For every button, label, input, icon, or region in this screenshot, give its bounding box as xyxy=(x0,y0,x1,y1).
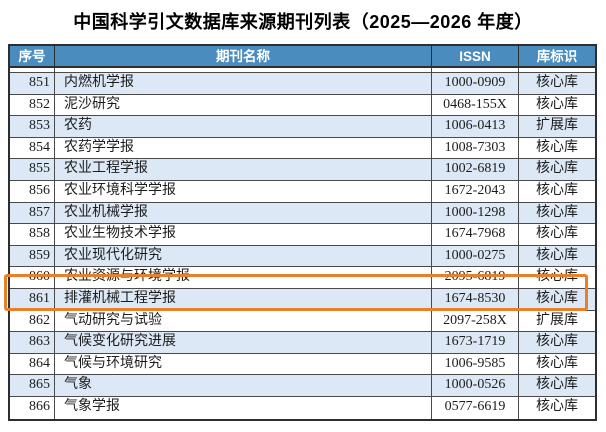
journal-name-cell: 排灌机械工程学报 xyxy=(55,288,432,310)
col-header-number: 序号 xyxy=(10,46,55,66)
issn-cell: 1672-2043 xyxy=(432,180,519,202)
journal-name-cell: 气象 xyxy=(55,375,432,396)
issn-cell: 1006-9585 xyxy=(432,353,519,375)
issn-cell: 1674-8530 xyxy=(432,288,519,310)
db-tag-cell: 扩展库 xyxy=(536,312,578,328)
page-title: 中国科学引文数据库来源期刊列表（2025—2026 年度） xyxy=(73,12,533,32)
journal-name-cell: 农药学学报 xyxy=(55,137,432,159)
issn-cell: 1000-0275 xyxy=(432,245,519,267)
journal-name-cell: 农业环境科学学报 xyxy=(55,180,432,202)
col-header-issn: ISSN xyxy=(432,46,519,66)
row-number-cell: 857 xyxy=(10,202,55,224)
db-tag-cell: 核心库 xyxy=(536,269,578,285)
table-row: 856 农业环境科学学报 1672-2043 核心库 xyxy=(10,180,595,203)
issn-cell: 1000-0526 xyxy=(432,375,519,396)
journal-name-cell: 泥沙研究 xyxy=(55,94,432,116)
journal-name-cell: 内燃机学报 xyxy=(55,73,432,94)
journal-name-cell: 农业生物技术学报 xyxy=(55,224,432,245)
row-number-cell: 864 xyxy=(10,353,55,375)
db-tag-cell: 核心库 xyxy=(536,334,578,350)
journal-name-cell: 农业机械学报 xyxy=(55,202,432,224)
issn-cell: 1002-6819 xyxy=(432,159,519,180)
row-number-cell: 855 xyxy=(10,159,55,180)
table-body: 851 内燃机学报 1000-0909 核心库 852 泥沙研究 0468-15… xyxy=(10,73,595,419)
col-header-journal-name: 期刊名称 xyxy=(55,46,432,66)
row-number-cell: 859 xyxy=(10,245,55,267)
row-number-cell: 863 xyxy=(10,332,55,353)
row-number-cell: 862 xyxy=(10,310,55,332)
row-number-cell: 852 xyxy=(10,94,55,116)
row-number-cell: 860 xyxy=(10,267,55,288)
table-row: 855 农业工程学报 1002-6819 核心库 xyxy=(10,159,595,181)
issn-cell: 2095-6819 xyxy=(432,267,519,288)
db-tag-cell: 核心库 xyxy=(536,182,578,198)
db-tag-cell: 核心库 xyxy=(536,161,578,177)
table-row: 852 泥沙研究 0468-155X 核心库 xyxy=(10,94,595,117)
row-number-cell: 854 xyxy=(10,137,55,159)
issn-cell: 1000-0909 xyxy=(432,73,519,94)
db-tag-cell: 核心库 xyxy=(536,226,578,242)
table-row: 854 农药学学报 1008-7303 核心库 xyxy=(10,137,595,160)
row-number-cell: 856 xyxy=(10,180,55,202)
table-row: 859 农业现代化研究 1000-0275 核心库 xyxy=(10,245,595,268)
row-number-cell: 865 xyxy=(10,375,55,396)
header-body-gap xyxy=(10,68,595,73)
col-header-db-tag: 库标识 xyxy=(536,49,578,64)
db-tag-cell: 核心库 xyxy=(536,377,578,393)
journal-name-cell: 气候变化研究进展 xyxy=(55,332,432,353)
issn-cell: 0577-6619 xyxy=(432,396,519,419)
db-tag-cell: 核心库 xyxy=(536,75,578,90)
table-row: 865 气象 1000-0526 核心库 xyxy=(10,375,595,397)
issn-cell: 1673-1719 xyxy=(432,332,519,353)
journal-name-cell: 农业现代化研究 xyxy=(55,245,432,267)
db-tag-cell: 扩展库 xyxy=(536,118,578,134)
table-row: 862 气动研究与试验 2097-258X 扩展库 xyxy=(10,310,595,333)
journal-name-cell: 农业工程学报 xyxy=(55,159,432,180)
table-row: 857 农业机械学报 1000-1298 核心库 xyxy=(10,202,595,225)
journal-name-cell: 农药 xyxy=(55,116,432,137)
db-tag-cell: 核心库 xyxy=(536,247,578,263)
row-number-cell: 861 xyxy=(10,288,55,310)
issn-cell: 1008-7303 xyxy=(432,137,519,159)
journal-name-cell: 气候与环境研究 xyxy=(55,353,432,375)
db-tag-cell: 核心库 xyxy=(536,398,578,414)
journal-name-cell: 农业资源与环境学报 xyxy=(55,267,432,288)
issn-cell: 1000-1298 xyxy=(432,202,519,224)
row-number-cell: 851 xyxy=(10,73,55,94)
issn-cell: 0468-155X xyxy=(432,94,519,116)
db-tag-cell: 核心库 xyxy=(536,355,578,371)
row-number-cell: 866 xyxy=(10,396,55,419)
db-tag-cell: 核心库 xyxy=(536,139,578,155)
table-row: 860 农业资源与环境学报 2095-6819 核心库 xyxy=(10,267,595,289)
row-number-cell: 858 xyxy=(10,224,55,245)
db-tag-cell: 核心库 xyxy=(536,290,578,306)
journal-name-cell: 气动研究与试验 xyxy=(55,310,432,332)
table-row: 864 气候与环境研究 1006-9585 核心库 xyxy=(10,353,595,376)
issn-cell: 1674-7968 xyxy=(432,224,519,245)
issn-cell: 2097-258X xyxy=(432,310,519,332)
table-row: 861 排灌机械工程学报 1674-8530 核心库 xyxy=(10,288,595,311)
issn-cell: 1006-0413 xyxy=(432,116,519,137)
table-row: 851 内燃机学报 1000-0909 核心库 xyxy=(10,73,595,95)
table-row: 853 农药 1006-0413 扩展库 xyxy=(10,116,595,138)
db-tag-cell: 核心库 xyxy=(536,204,578,220)
table-row: 858 农业生物技术学报 1674-7968 核心库 xyxy=(10,224,595,246)
journal-name-cell: 气象学报 xyxy=(55,396,432,419)
table-row: 866 气象学报 0577-6619 核心库 xyxy=(10,396,595,419)
db-tag-cell: 核心库 xyxy=(536,96,578,112)
journal-table: 序号 期刊名称 ISSN 库标识 851 内燃机学报 1000-0909 核心库… xyxy=(8,44,597,421)
table-row: 863 气候变化研究进展 1673-1719 核心库 xyxy=(10,332,595,354)
row-number-cell: 853 xyxy=(10,116,55,137)
table-header-row: 序号 期刊名称 ISSN 库标识 xyxy=(10,46,595,68)
